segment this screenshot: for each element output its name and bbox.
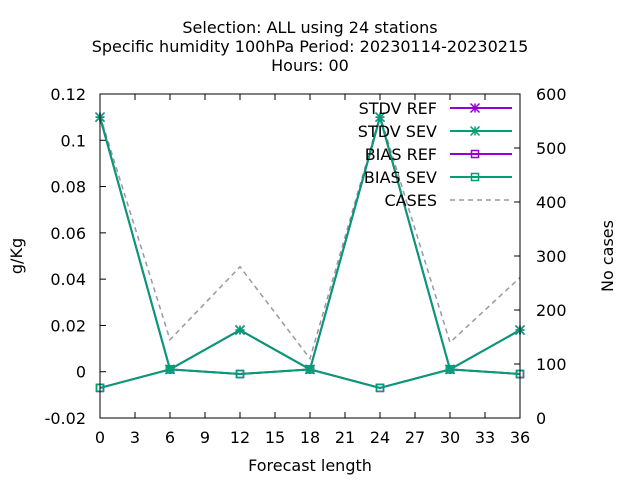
data-point-stdv-sev (374, 112, 386, 123)
legend-label-stdv-ref: STDV REF (359, 99, 437, 118)
x-tick-label: 36 (510, 428, 530, 447)
y2-tick-label: 600 (536, 85, 567, 104)
data-point-bias-sev (165, 365, 175, 374)
chart-title: Selection: ALL using 24 stations Specifi… (92, 18, 529, 75)
x-tick-label: 21 (335, 428, 355, 447)
series-bias-sev (95, 365, 525, 393)
y-tick-label: 0.04 (50, 270, 86, 289)
data-point-bias-sev (305, 365, 315, 374)
data-point-bias-sev (235, 369, 245, 379)
legend-marker-stdv-ref (469, 102, 481, 114)
x-tick-label: 33 (475, 428, 495, 447)
y-tick-label: 0 (76, 363, 86, 382)
y2-tick-label: 400 (536, 193, 567, 212)
y-tick-label: 0.02 (50, 316, 86, 335)
legend-marker-bias-sev (470, 172, 480, 182)
legend-label-cases: CASES (384, 191, 437, 210)
x-tick-label: 6 (165, 428, 175, 447)
x-axis-label: Forecast length (248, 456, 372, 475)
legend-marker-bias-ref (470, 149, 480, 159)
y-tick-label: 0.1 (61, 131, 86, 150)
series-layer (94, 112, 526, 393)
title-line-1: Selection: ALL using 24 stations (182, 18, 437, 37)
x-tick-label: 18 (300, 428, 320, 447)
legend-label-bias-ref: BIAS REF (365, 145, 437, 164)
x-tick-label: 9 (200, 428, 210, 447)
title-line-3: Hours: 00 (271, 56, 349, 75)
y2-tick-label: 500 (536, 139, 567, 158)
y2-tick-label: 200 (536, 301, 567, 320)
x-tick-label: 24 (370, 428, 390, 447)
y-tick-label: 0.12 (50, 85, 86, 104)
series-line-cases (99, 112, 521, 361)
x-tick-label: 12 (230, 428, 250, 447)
title-line-2: Specific humidity 100hPa Period: 2023011… (92, 37, 529, 56)
y-tick-label: -0.02 (45, 409, 86, 428)
x-tick-label: 0 (95, 428, 105, 447)
legend-label-stdv-sev: STDV SEV (358, 122, 437, 141)
series-stdv-sev (94, 112, 526, 375)
data-point-bias-sev (445, 365, 455, 374)
legend-marker-stdv-sev (469, 125, 481, 137)
data-point-stdv-sev (234, 325, 246, 336)
y-tick-label: 0.08 (50, 178, 86, 197)
y2-tick-label: 0 (536, 409, 546, 428)
y-axis-label: g/Kg (7, 238, 26, 274)
x-tick-label: 27 (405, 428, 425, 447)
data-point-bias-sev (375, 383, 385, 393)
y2-tick-label: 300 (536, 247, 567, 266)
x-tick-label: 15 (265, 428, 285, 447)
series-line-bias-sev (99, 368, 521, 389)
x-tick-label: 30 (440, 428, 460, 447)
y2-axis-label: No cases (598, 220, 617, 292)
series-cases (99, 112, 521, 361)
y-tick-label: 0.06 (50, 224, 86, 243)
plot-frame (99, 93, 521, 419)
legend-label-bias-sev: BIAS SEV (364, 168, 437, 187)
axis-ticks: 0 3 6 9 12 15 18 21 24 27 30 33 36-0.0200.020.040.06… (45, 85, 567, 447)
y2-tick-label: 100 (536, 355, 567, 374)
legend: STDV REF STDV SEV BIAS REF BIAS SEV CASES (358, 99, 512, 210)
x-tick-label: 3 (130, 428, 140, 447)
